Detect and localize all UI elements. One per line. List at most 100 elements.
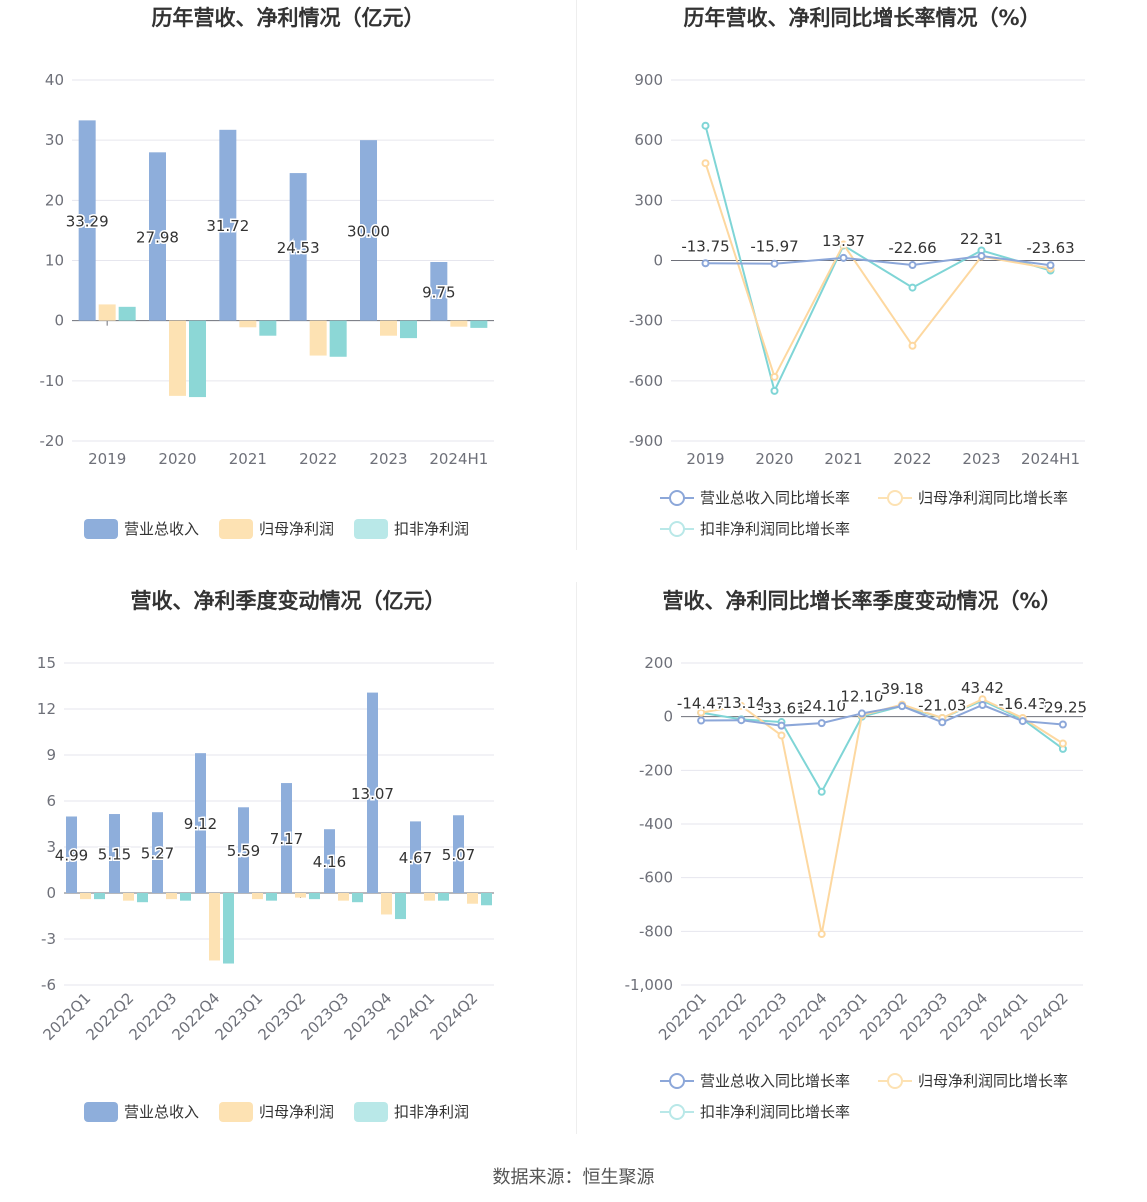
data-label: 5.07 <box>442 846 475 864</box>
divider <box>576 0 577 550</box>
y-tick-label: -20 <box>40 432 65 450</box>
legend-item-parent-growth[interactable]: 归母净利润同比增长率 <box>878 1070 1068 1091</box>
series-line <box>700 698 1064 935</box>
series-line <box>704 125 1051 394</box>
x-tick-label: 2021 <box>824 450 862 468</box>
data-point <box>857 709 866 718</box>
y-tick-label: -400 <box>639 815 673 833</box>
y-tick-label: -1,000 <box>625 976 673 994</box>
data-label: -23.63 <box>1026 239 1074 257</box>
y-tick-label: 9 <box>46 746 56 764</box>
data-label: 5.59 <box>227 842 260 860</box>
annual-line-panel: 历年营收、净利同比增长率情况（%） 900 600 300 0 -300 -600 -900… <box>577 0 1147 550</box>
y-tick-label: 0 <box>653 252 663 270</box>
legend-item-parent-profit[interactable]: 归母净利润 <box>219 518 334 539</box>
data-label: -22.66 <box>888 239 936 257</box>
bar <box>424 893 435 901</box>
data-point <box>737 716 746 725</box>
legend-item-deducted-profit[interactable]: 扣非净利润 <box>354 518 469 539</box>
bar <box>381 893 392 915</box>
legend-swatch <box>219 1101 253 1122</box>
data-label: 39.18 <box>881 680 924 698</box>
bar <box>329 320 347 357</box>
bar <box>467 893 478 904</box>
bar <box>149 152 166 321</box>
series-line <box>701 703 1063 727</box>
data-label: -33.61 <box>757 700 805 718</box>
data-label: -16.43 <box>999 695 1047 713</box>
legend-item-revenue-growth[interactable]: 营业总收入同比增长率 <box>660 487 850 508</box>
series-line <box>705 255 1051 267</box>
legend-item-parent-profit[interactable]: 归母净利润 <box>219 1101 334 1122</box>
legend-label: 营业总收入 <box>124 520 200 538</box>
bar <box>180 893 191 901</box>
data-label: -15.97 <box>750 238 798 256</box>
bar <box>410 821 421 893</box>
y-tick-label: 0 <box>663 708 673 726</box>
data-point <box>839 240 848 249</box>
legend-item-revenue[interactable]: 营业总收入 <box>84 518 199 539</box>
data-label: -29.25 <box>1039 699 1087 717</box>
legend-item-parent-growth[interactable]: 归母净利润同比增长率 <box>878 487 1068 508</box>
data-label: 24.53 <box>277 239 320 257</box>
x-tick-label: 2019 <box>88 450 126 468</box>
legend-label: 营业总收入同比增长率 <box>700 1072 851 1090</box>
bar <box>309 893 320 900</box>
bar <box>137 893 148 903</box>
data-point <box>938 718 947 727</box>
annual-line-chart: 900 600 300 0 -300 -600 -900 2019 2020 2021 2022 20… <box>629 71 1085 468</box>
legend-item-revenue-growth[interactable]: 营业总收入同比增长率 <box>660 1070 850 1091</box>
bar <box>352 893 363 903</box>
bar <box>166 893 177 900</box>
data-point <box>737 701 746 710</box>
y-tick-label: 0 <box>54 312 64 330</box>
bar <box>281 783 292 893</box>
bar <box>400 320 417 339</box>
data-point <box>697 708 706 717</box>
data-point <box>770 386 779 395</box>
x-tick-label: 2024Q2 <box>427 989 482 1044</box>
bar <box>430 262 448 321</box>
chart-title: 营收、净利同比增长率季度变动情况（%） <box>662 589 1062 613</box>
data-label: -14.47 <box>677 695 725 713</box>
bar <box>239 320 257 328</box>
legend-item-deducted-growth[interactable]: 扣非净利润同比增长率 <box>660 1101 850 1122</box>
data-label: 22.31 <box>960 230 1003 248</box>
x-tick-label: 2022 <box>893 450 931 468</box>
legend-swatch <box>84 1101 118 1122</box>
y-tick-label: -200 <box>639 761 673 779</box>
legend-marker <box>878 488 912 508</box>
bar <box>78 120 96 321</box>
legend-item-revenue[interactable]: 营业总收入 <box>84 1101 199 1122</box>
data-label: 33.29 <box>66 213 109 231</box>
data-point <box>908 261 917 270</box>
y-tick-label: -800 <box>639 922 673 940</box>
data-point <box>777 731 786 740</box>
legend-item-deducted-profit[interactable]: 扣非净利润 <box>354 1101 469 1122</box>
legend-label: 营业总收入同比增长率 <box>700 489 851 507</box>
data-point <box>978 701 987 710</box>
legend-marker <box>660 519 694 539</box>
bar <box>470 320 488 328</box>
bar <box>169 320 186 396</box>
y-tick-label: -900 <box>629 432 663 450</box>
data-point <box>1058 720 1067 729</box>
bar <box>259 320 277 336</box>
legend-label: 归母净利润 <box>259 520 335 538</box>
bar <box>360 140 377 321</box>
data-point <box>908 341 917 350</box>
x-tick-label: 2019 <box>686 450 724 468</box>
data-label: 43.42 <box>961 679 1004 697</box>
annual-bar-panel: 历年营收、净利情况（亿元） 40 30 20 10 0 -10 -20 2019 2020 202… <box>0 0 576 550</box>
data-point <box>701 159 710 168</box>
y-tick-label: -300 <box>629 312 663 330</box>
data-point <box>817 787 826 796</box>
chart-title: 历年营收、净利情况（亿元） <box>151 6 425 30</box>
bar <box>195 753 206 893</box>
bar <box>80 893 91 900</box>
bar <box>123 893 134 901</box>
legend-item-deducted-growth[interactable]: 扣非净利润同比增长率 <box>660 518 850 539</box>
data-label: 12.10 <box>840 687 883 705</box>
data-point <box>697 716 706 725</box>
data-label: 7.17 <box>270 830 303 848</box>
